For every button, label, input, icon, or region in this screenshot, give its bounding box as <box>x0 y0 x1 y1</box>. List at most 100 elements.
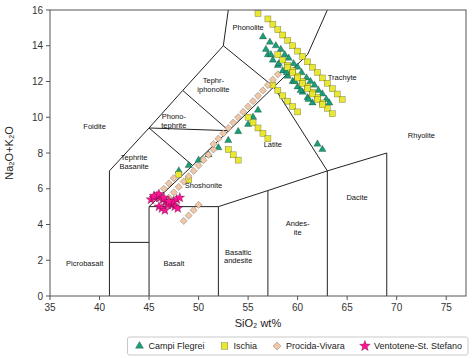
field-boundary <box>274 87 327 171</box>
legend-label: Campi Flegrei <box>149 341 205 351</box>
legend: Campi FlegreiIschiaProcida-VivaraVentote… <box>128 337 469 355</box>
points <box>146 11 345 225</box>
x-tick <box>149 296 150 300</box>
x-tick-label: 70 <box>391 302 403 313</box>
field-label: Tephr-iphonolite <box>197 76 229 94</box>
point <box>165 180 172 187</box>
point <box>235 114 242 121</box>
field-boundary <box>267 191 268 296</box>
point <box>205 151 212 158</box>
x-tick-label: 50 <box>193 302 205 313</box>
chart-svg: 3540455055606570750246810121416Picrobasa… <box>0 0 474 358</box>
point <box>262 45 269 51</box>
y-tick <box>46 81 50 82</box>
x-tick-label: 60 <box>292 302 304 313</box>
series-points <box>176 11 345 183</box>
point <box>275 27 281 33</box>
legend-frame <box>128 337 469 355</box>
point <box>240 108 247 115</box>
point <box>329 111 335 117</box>
point <box>185 161 192 167</box>
point <box>290 43 296 49</box>
point <box>269 76 276 83</box>
point <box>210 140 217 147</box>
field-boundary <box>229 87 274 131</box>
y-tick-label: 14 <box>32 40 44 51</box>
point <box>290 104 296 110</box>
legend-marker <box>359 340 370 350</box>
field-label: TephriteBasanite <box>120 153 149 171</box>
x-tick <box>50 296 51 300</box>
point <box>305 59 311 65</box>
field-label: Phono-tephrite <box>161 112 186 130</box>
point <box>280 93 286 99</box>
y-tick-label: 16 <box>32 5 44 16</box>
point <box>311 81 318 87</box>
y-tick <box>46 153 50 154</box>
axes: 3540455055606570750246810121416 <box>32 5 452 314</box>
legend-label: Ischia <box>234 341 258 351</box>
field-label: Foidite <box>83 122 106 131</box>
y-tick <box>46 117 50 118</box>
chart-container: 3540455055606570750246810121416Picrobasa… <box>0 0 474 358</box>
point <box>215 135 222 142</box>
point <box>314 96 320 102</box>
point <box>281 50 288 56</box>
y-tick-label: 6 <box>37 183 43 194</box>
point <box>230 119 237 126</box>
y-tick-label: 4 <box>37 219 43 230</box>
point <box>176 171 182 177</box>
x-tick-label: 35 <box>44 302 56 313</box>
field-boundary <box>149 207 150 296</box>
x-tick-label: 45 <box>143 302 155 313</box>
y-tick-label: 10 <box>32 112 44 123</box>
point <box>277 45 284 51</box>
series-points <box>175 33 333 173</box>
point <box>254 92 261 99</box>
plot-area <box>109 10 386 296</box>
point <box>315 86 322 92</box>
x-tick-label: 40 <box>94 302 106 313</box>
x-tick-label: 75 <box>441 302 453 313</box>
point <box>319 102 325 108</box>
point <box>334 91 340 97</box>
field-label: Shoshonite <box>185 181 223 190</box>
x-tick <box>99 296 100 300</box>
field-boundary <box>109 242 149 243</box>
field-boundary <box>218 191 268 207</box>
point <box>290 70 296 76</box>
point <box>190 167 197 174</box>
field-boundary <box>268 171 327 191</box>
y-tick <box>46 10 50 11</box>
point <box>225 136 232 142</box>
point <box>249 98 256 105</box>
field-boundary <box>109 171 110 243</box>
point <box>259 33 266 39</box>
field-boundary <box>149 128 193 166</box>
point <box>309 64 315 70</box>
field-boundary <box>109 128 149 171</box>
field-label: Dacite <box>346 193 367 202</box>
legend-item: Ischia <box>221 341 257 351</box>
point <box>290 59 297 65</box>
point <box>245 114 251 120</box>
field-label: Andes-ite <box>286 219 310 237</box>
point <box>160 185 167 192</box>
y-tick <box>46 296 50 297</box>
field-boundary <box>193 131 229 166</box>
point <box>259 87 266 94</box>
legend-item: Procida-Vivara <box>273 341 345 351</box>
point <box>285 54 292 60</box>
point <box>264 81 271 88</box>
point <box>275 52 281 58</box>
field-label: Phonolite <box>232 23 263 32</box>
point <box>175 192 185 201</box>
x-tick <box>396 296 397 300</box>
plot-background <box>50 10 466 296</box>
field-boundaries <box>109 10 386 296</box>
y-axis-label: Na₂O+K₂O <box>3 126 15 180</box>
point <box>235 157 241 163</box>
point <box>295 75 301 81</box>
point <box>329 86 335 92</box>
legend-label: Procida-Vivara <box>286 341 345 351</box>
